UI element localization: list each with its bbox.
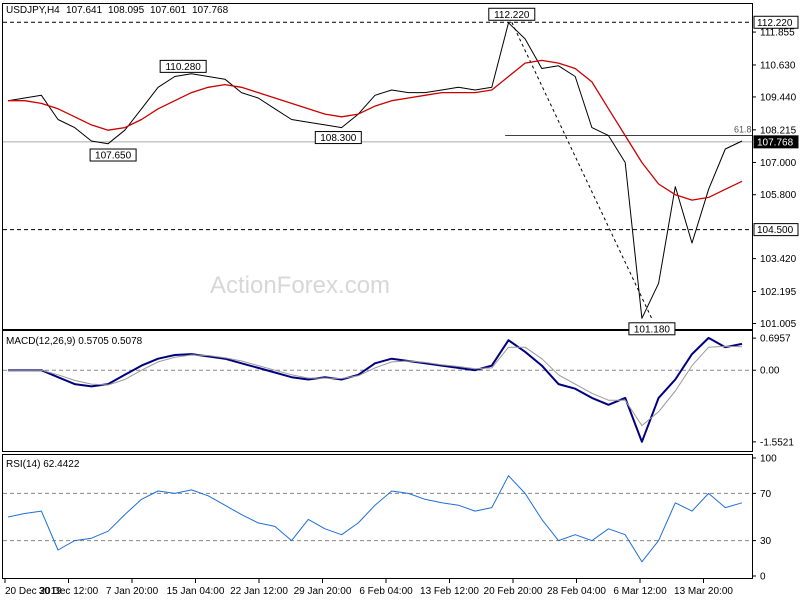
price-layer: 111.855 110.630 109.440 108.215 107.000 105.8… bbox=[3, 7, 799, 336]
macd-tick-label: 0.00 bbox=[760, 366, 780, 377]
x-tick-label: 6 Mar 12:00 bbox=[613, 586, 667, 597]
swing-label-box bbox=[314, 131, 362, 145]
price-tick-label: 101.005 bbox=[760, 319, 797, 330]
swing-label-box bbox=[89, 148, 137, 162]
x-tick-label: 29 Jan 20:00 bbox=[294, 586, 352, 597]
price-moving-average-line bbox=[8, 59, 743, 201]
price-tick-label: 102.195 bbox=[760, 287, 797, 298]
x-tick-label: 28 Feb 04:00 bbox=[547, 586, 606, 597]
price-level-label: 107.768 bbox=[757, 137, 794, 148]
price-header-low: 107.601 bbox=[150, 5, 187, 16]
price-header-open: 107.641 bbox=[66, 5, 103, 16]
price-tick-label: 111.855 bbox=[760, 28, 795, 39]
macd-tick-label: 0.6957 bbox=[760, 334, 791, 345]
rsi-tick-label: 30 bbox=[760, 536, 772, 547]
price-tick-label: 108.215 bbox=[760, 125, 797, 136]
watermark: ActionForex.com bbox=[210, 272, 390, 299]
price-level-box bbox=[753, 15, 799, 29]
price-level-label: 104.500 bbox=[757, 225, 794, 236]
rsi-panel-frame bbox=[2, 454, 753, 579]
swing-label-box bbox=[628, 322, 676, 336]
x-tick-label: 7 Jan 20:00 bbox=[106, 586, 159, 597]
macd-tick-label: -1.5521 bbox=[760, 437, 794, 448]
swing-label: 107.650 bbox=[95, 151, 132, 162]
price-level-box bbox=[753, 223, 799, 237]
rsi-tick-label: 100 bbox=[760, 454, 777, 465]
x-tick-label: 15 Jan 04:00 bbox=[167, 586, 225, 597]
price-header-close: 107.768 bbox=[192, 5, 229, 16]
x-tick-label: 22 Jan 12:00 bbox=[230, 586, 288, 597]
x-tick-label: 20 Dec 2019 bbox=[5, 586, 62, 597]
rsi-line bbox=[7, 475, 743, 563]
macd-macd-line bbox=[8, 336, 743, 443]
swing-label-box bbox=[159, 59, 207, 73]
x-tick-label: 30 Dec 12:00 bbox=[39, 586, 99, 597]
macd-header: MACD(12,26,9) 0.5705 0.5078 bbox=[6, 336, 143, 347]
swing-label: 101.180 bbox=[634, 324, 671, 335]
rsi-header: RSI(14) 62.4422 bbox=[6, 459, 80, 470]
macd-layer: 0.6957 0.00 -1.5521 bbox=[3, 334, 794, 448]
swing-label-box bbox=[488, 7, 536, 21]
swing-label: 110.280 bbox=[165, 62, 201, 73]
price-tick-label: 103.420 bbox=[760, 254, 797, 265]
price-tick-label: 107.000 bbox=[760, 158, 797, 169]
x-tick-label: 13 Mar 20:00 bbox=[674, 586, 733, 597]
rsi-tick-label: 70 bbox=[760, 489, 772, 500]
x-tick-label: 20 Feb 20:00 bbox=[484, 586, 543, 597]
price-panel-frame bbox=[2, 3, 753, 330]
price-header-title: USDJPY,H4 bbox=[6, 5, 60, 16]
rsi-tick-label: 0 bbox=[760, 572, 766, 583]
fib-618-label: 61.8 bbox=[734, 125, 752, 135]
swing-label: 108.300 bbox=[320, 133, 357, 144]
price-level-box bbox=[753, 135, 799, 149]
price-header-high: 108.095 bbox=[108, 5, 145, 16]
price-tick-label: 105.800 bbox=[760, 190, 797, 201]
price-level-label: 112.220 bbox=[757, 18, 793, 29]
swing-trendline bbox=[511, 22, 653, 320]
price-tick-label: 110.630 bbox=[760, 60, 796, 71]
swing-label: 112.220 bbox=[494, 10, 530, 21]
price-price-line bbox=[7, 22, 743, 319]
macd-signal-line bbox=[8, 345, 743, 427]
x-tick-label: 6 Feb 04:00 bbox=[359, 586, 413, 597]
rsi-layer: 100 70 30 0 bbox=[3, 454, 777, 583]
macd-panel-frame bbox=[2, 330, 753, 452]
x-tick-label: 13 Feb 12:00 bbox=[420, 586, 479, 597]
price-tick-label: 109.440 bbox=[760, 92, 797, 103]
